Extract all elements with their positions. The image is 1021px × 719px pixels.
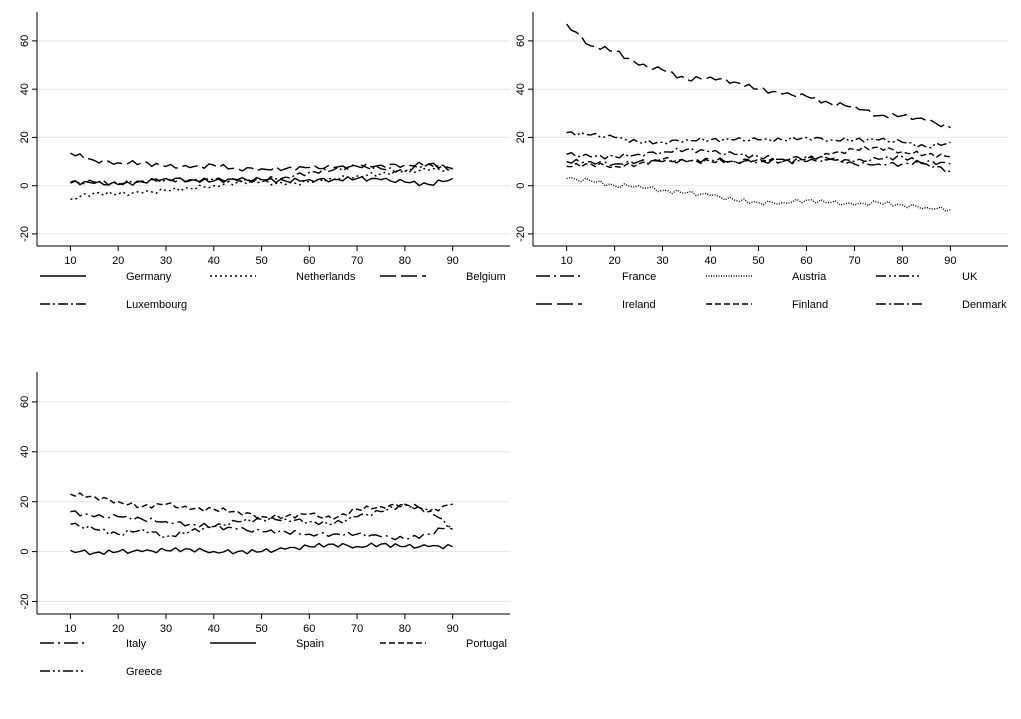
x-tick-label: 60 xyxy=(303,255,315,267)
x-tick-label: 30 xyxy=(656,255,668,267)
y-tick-label: 0 xyxy=(515,183,527,189)
series-line-germany xyxy=(70,176,453,187)
series-line-austria xyxy=(566,176,951,212)
chart-panel-2: -20 0 20 40 60 10 20 30 40 50 60 70 80 90 France Austri… xyxy=(515,12,1008,311)
series-line-belgium xyxy=(70,152,453,172)
y-tick-label: 20 xyxy=(19,496,31,508)
x-tick-label: 90 xyxy=(447,255,459,267)
y-tick-label: 60 xyxy=(19,35,31,47)
x-tick-label: 90 xyxy=(944,255,956,267)
chart-panel-1: -20 0 20 40 60 10 20 30 40 50 60 70 80 90 Germany Nethe… xyxy=(19,12,510,311)
series-line-portugal xyxy=(70,492,453,520)
x-tick-label: 10 xyxy=(560,255,572,267)
series-line-netherlands xyxy=(70,166,453,201)
legend-label-uk: UK xyxy=(962,271,978,283)
series-line-spain xyxy=(70,542,453,556)
x-tick-label: 80 xyxy=(399,255,411,267)
legend-label-belgium: Belgium xyxy=(466,271,506,283)
legend-label-italy: Italy xyxy=(126,638,147,650)
x-tick-label: 60 xyxy=(303,623,315,635)
x-tick-label: 70 xyxy=(351,623,363,635)
legend-label-greece: Greece xyxy=(126,666,162,678)
series-line-uk xyxy=(566,131,951,149)
x-tick-label: 30 xyxy=(160,255,172,267)
y-tick-label: 20 xyxy=(19,131,31,143)
x-tick-label: 40 xyxy=(208,623,220,635)
series-line-greece xyxy=(70,503,453,539)
legend-label-netherlands: Netherlands xyxy=(296,271,356,283)
x-tick-label: 70 xyxy=(351,255,363,267)
x-tick-label: 50 xyxy=(255,623,267,635)
x-tick-label: 20 xyxy=(608,255,620,267)
legend-label-germany: Germany xyxy=(126,271,172,283)
y-tick-label: 60 xyxy=(515,35,527,47)
x-tick-label: 80 xyxy=(896,255,908,267)
legend-label-austria: Austria xyxy=(792,271,827,283)
x-tick-label: 40 xyxy=(208,255,220,267)
y-tick-label: 60 xyxy=(19,396,31,408)
y-tick-label: 20 xyxy=(515,131,527,143)
x-tick-label: 40 xyxy=(704,255,716,267)
y-tick-label: 40 xyxy=(515,83,527,95)
y-tick-label: -20 xyxy=(515,226,527,242)
x-tick-label: 10 xyxy=(64,255,76,267)
y-tick-label: 0 xyxy=(19,183,31,189)
x-tick-label: 90 xyxy=(447,623,459,635)
y-tick-label: -20 xyxy=(19,226,31,242)
x-tick-label: 50 xyxy=(752,255,764,267)
series-line-ireland xyxy=(566,23,951,129)
x-tick-label: 10 xyxy=(64,623,76,635)
legend-label-spain: Spain xyxy=(296,638,324,650)
legend-label-france: France xyxy=(622,271,656,283)
legend-label-luxembourg: Luxembourg xyxy=(126,299,187,311)
x-tick-label: 50 xyxy=(255,255,267,267)
y-tick-label: 40 xyxy=(19,83,31,95)
x-tick-label: 70 xyxy=(848,255,860,267)
series-line-finland xyxy=(566,145,951,169)
x-tick-label: 80 xyxy=(399,623,411,635)
x-tick-label: 60 xyxy=(800,255,812,267)
legend-label-finland: Finland xyxy=(792,299,828,311)
legend-label-denmark: Denmark xyxy=(962,299,1007,311)
y-tick-label: 40 xyxy=(19,446,31,458)
legend-label-portugal: Portugal xyxy=(466,638,507,650)
y-tick-label: 0 xyxy=(19,549,31,555)
y-tick-label: -20 xyxy=(19,594,31,610)
series-line-italy xyxy=(70,510,454,541)
series-line-france xyxy=(566,156,951,167)
chart-panel-3: -20 0 20 40 60 10 20 30 40 50 60 70 80 90 Italy Spain Po… xyxy=(19,372,510,678)
legend-label-ireland: Ireland xyxy=(622,299,656,311)
x-tick-label: 30 xyxy=(160,623,172,635)
series-line-denmark xyxy=(566,147,951,173)
x-tick-label: 20 xyxy=(112,623,124,635)
x-tick-label: 20 xyxy=(112,255,124,267)
